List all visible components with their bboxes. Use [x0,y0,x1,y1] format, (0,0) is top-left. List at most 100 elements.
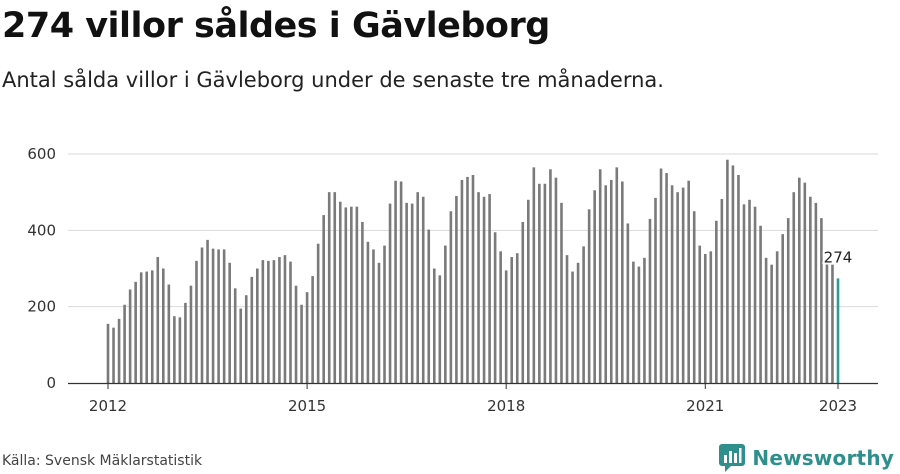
bar [250,276,254,383]
bar [582,246,585,383]
bar [206,239,209,383]
bar [139,272,143,383]
bar [659,168,663,383]
bar [621,181,624,383]
bar [217,249,220,383]
bar [737,174,740,383]
bar [444,245,447,383]
bar [167,284,171,383]
bars [106,159,840,383]
bar [449,211,453,383]
bar [233,288,237,383]
bar [648,218,652,383]
bar [809,196,812,383]
bar [549,169,552,383]
y-axis-ticks: 0 200 400 600 [27,145,56,392]
bar [333,192,337,383]
x-tick-label: 2012 [89,397,127,415]
bar [510,257,514,383]
bar [499,251,502,383]
bar [560,202,563,383]
bar [770,264,773,383]
bar [432,268,436,383]
bar [184,302,187,383]
bar [145,271,149,383]
bar [466,176,469,383]
bar [820,218,823,383]
bar [731,165,735,383]
bar [632,261,635,383]
bar [289,261,292,383]
bar [123,304,126,383]
bar [831,264,834,383]
bar [189,285,193,383]
bar-highlight [836,278,840,383]
bar [117,318,121,383]
bar [460,179,464,383]
bar [150,270,154,383]
bar [128,289,132,383]
bar [626,223,630,383]
bar [244,295,248,383]
bar [538,183,541,383]
bar [615,167,619,383]
bar [681,187,685,383]
bar [709,251,713,383]
bar [576,262,580,383]
bar [300,304,303,383]
bar [322,215,325,383]
bar [814,202,818,383]
bar [272,260,276,383]
bar [366,241,370,383]
last-value-label: 274 [824,248,853,266]
x-tick-label: 2015 [288,397,326,415]
bar [571,271,574,383]
x-tick-label: 2018 [487,397,525,415]
bar [410,203,414,383]
bar [742,204,746,383]
bar [477,192,480,383]
bar [455,195,458,383]
bar [372,249,375,383]
bar [532,167,536,383]
bar [156,257,160,383]
bar [311,276,314,383]
bar [405,202,408,383]
bar [692,211,696,383]
bar [195,260,198,383]
bar [764,257,768,383]
bar [316,243,320,383]
bar [305,292,309,383]
bar [178,317,182,383]
bar [604,185,608,383]
bar [112,327,115,383]
chart-title: 274 villor såldes i Gävleborg [2,6,550,46]
bar [173,316,176,383]
source-note: Källa: Svensk Mäklarstatistik [2,453,203,469]
bar [438,275,442,383]
bar [134,281,137,383]
bar [344,207,348,383]
bar [543,183,547,383]
bar [759,225,762,383]
newsworthy-logo-icon [719,444,746,472]
bar [803,182,807,383]
bar [399,181,403,383]
bar [515,253,519,383]
brand-logo[interactable]: Newsworthy [719,444,894,472]
bar [416,192,419,383]
x-axis-ticks: 2012 2015 2018 2021 2023 [89,383,857,415]
bar [294,285,298,383]
bar [383,245,386,383]
bar [565,255,569,383]
bar [283,255,287,383]
bar [327,192,331,383]
bar [355,206,359,383]
bar [825,260,829,383]
bar [726,159,729,383]
bar [786,218,790,383]
bar [665,173,668,383]
brand-name: Newsworthy [752,446,894,470]
bar [482,196,486,383]
